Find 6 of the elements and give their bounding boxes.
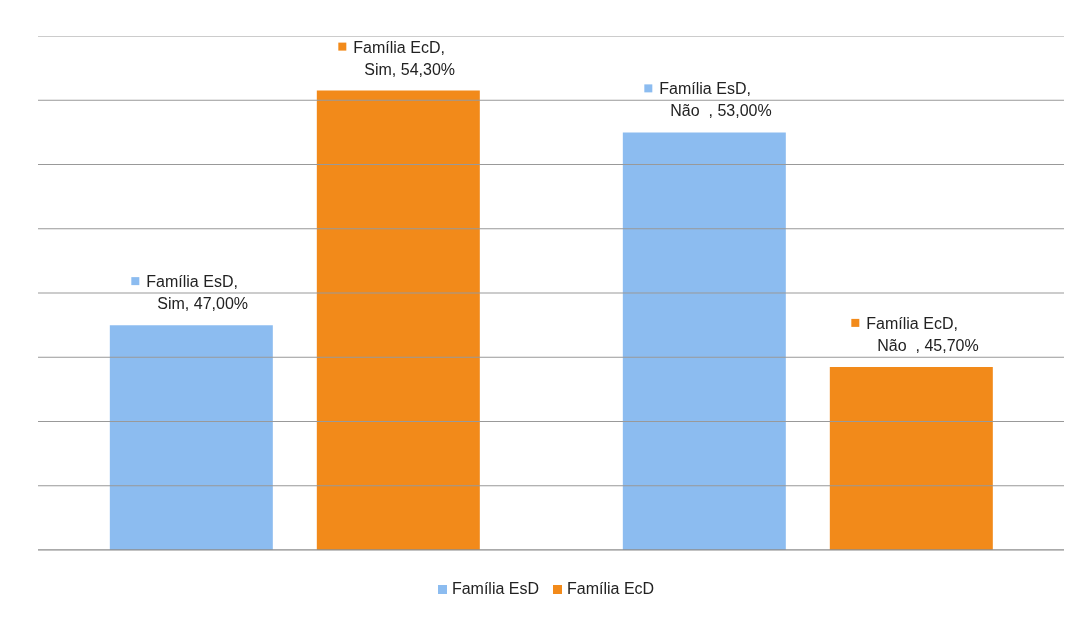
legend-label: Família EsD: [451, 580, 539, 598]
legend-label: Família EcD: [567, 580, 655, 598]
data-label: Família EsD, Sim, 47,00%: [146, 273, 249, 313]
data-label: Família EcD, Não , 45,70%: [866, 314, 979, 354]
data-label: Família EsD, Não , 53,00%: [659, 80, 772, 120]
data-label: Família EcD, Sim, 54,30%: [353, 38, 456, 78]
